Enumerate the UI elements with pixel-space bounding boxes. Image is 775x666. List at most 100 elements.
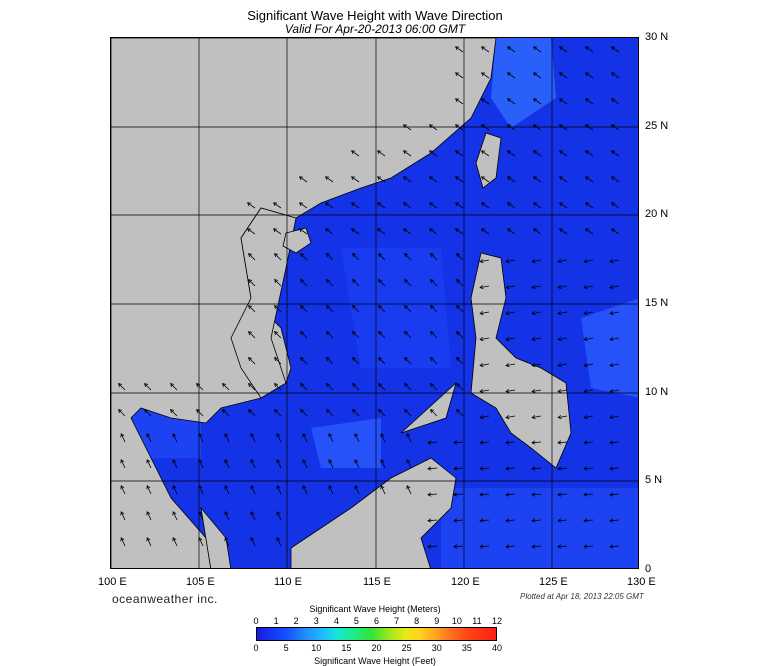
lon-label: 110 E: [274, 576, 302, 588]
wave-arrow: [222, 383, 230, 391]
wave-arrow: [506, 46, 516, 53]
wave-arrow: [350, 202, 360, 209]
wave-arrow: [430, 253, 438, 261]
wave-arrow: [144, 409, 152, 417]
wave-arrow: [250, 511, 256, 521]
wave-arrow: [610, 98, 620, 105]
wave-arrow: [532, 228, 542, 235]
wave-arrow: [558, 46, 568, 53]
wave-arrow: [480, 176, 490, 183]
wave-patch-light: [491, 38, 556, 128]
lat-label: 15 N: [645, 297, 669, 309]
wave-arrow: [402, 228, 412, 235]
wave-arrow: [298, 228, 308, 235]
wave-arrow: [324, 202, 334, 209]
land-malaysia: [200, 506, 232, 568]
wave-arrow: [274, 383, 282, 391]
wave-arrow: [609, 336, 620, 342]
wave-arrow: [532, 46, 542, 53]
wave-arrow: [352, 409, 360, 417]
feet-tick: 25: [401, 643, 412, 653]
wave-arrow: [276, 433, 282, 443]
wave-arrow: [146, 511, 152, 521]
wave-arrow: [378, 305, 386, 313]
wave-arrow: [506, 202, 516, 209]
wave-arrow: [454, 150, 464, 157]
wave-arrow: [404, 357, 412, 365]
wave-arrow: [427, 492, 438, 497]
wave-arrow: [326, 331, 334, 339]
wave-arrow: [430, 409, 438, 417]
meter-tick: 5: [353, 616, 359, 626]
wave-arrow: [430, 305, 438, 313]
wave-arrow: [300, 357, 308, 365]
wave-arrow: [479, 310, 490, 316]
wave-arrow: [404, 279, 412, 287]
wave-arrow: [272, 228, 282, 235]
wave-arrow: [479, 388, 490, 394]
wave-arrow: [272, 202, 282, 209]
wave-arrow: [402, 176, 412, 183]
wave-arrow: [146, 537, 152, 547]
wave-arrow: [584, 98, 594, 105]
wave-arrow: [172, 537, 178, 547]
wave-arrow: [456, 305, 464, 313]
wave-patch-light: [581, 298, 638, 398]
wave-arrow: [505, 492, 516, 497]
wave-arrow: [583, 310, 594, 316]
wave-arrow: [380, 433, 386, 443]
wave-arrow: [456, 409, 464, 417]
wave-arrow: [558, 72, 568, 79]
wave-arrow: [404, 305, 412, 313]
wave-arrow: [224, 459, 230, 469]
wave-arrow: [298, 202, 308, 209]
wave-arrow: [531, 466, 542, 471]
meter-tick: 0: [253, 616, 259, 626]
wave-arrow: [378, 409, 386, 417]
wave-arrow: [402, 150, 412, 157]
wave-arrow: [274, 253, 282, 261]
wave-arrow: [506, 124, 516, 131]
map-subtitle: Valid For Apr-20-2013 06:00 GMT: [284, 22, 466, 36]
wave-arrow: [404, 253, 412, 261]
wave-arrow: [428, 150, 438, 157]
lon-label: 115 E: [363, 576, 391, 588]
wave-arrow: [505, 258, 516, 264]
wave-arrow: [328, 433, 334, 443]
wave-arrow: [250, 433, 256, 443]
wave-arrow: [250, 459, 256, 469]
wave-arrow: [610, 202, 620, 209]
wave-arrow: [146, 433, 152, 443]
wave-arrow: [120, 459, 126, 469]
plotted-timestamp: Plotted at Apr 18, 2013 22:05 GMT: [520, 592, 644, 601]
wave-arrow: [479, 440, 490, 445]
wave-arrow: [248, 383, 256, 391]
wave-arrow: [558, 150, 568, 157]
wave-arrow: [505, 414, 516, 420]
wave-arrow: [506, 72, 516, 79]
wave-map-canvas: [111, 38, 638, 568]
wave-arrow: [531, 518, 542, 523]
wave-arrow: [118, 409, 126, 417]
land-mainland-asia: [111, 38, 497, 568]
wave-arrow: [404, 383, 412, 391]
wave-arrow: [479, 466, 490, 471]
brand-logo-text: oceanweather inc.: [112, 592, 218, 606]
wave-arrow: [118, 383, 126, 391]
wave-arrow: [479, 258, 490, 264]
wave-arrow: [479, 362, 490, 368]
wave-arrow: [506, 228, 516, 235]
wave-arrow: [430, 357, 438, 365]
wave-arrow: [274, 409, 282, 417]
wave-arrow: [276, 459, 282, 469]
wave-patch-light: [311, 418, 381, 468]
wave-arrow: [172, 511, 178, 521]
wave-arrow: [430, 331, 438, 339]
map-title: Significant Wave Height with Wave Direct…: [247, 8, 503, 23]
wave-arrow: [120, 511, 126, 521]
wave-arrow: [609, 310, 620, 316]
wave-arrow: [557, 544, 568, 549]
wave-arrow: [557, 310, 568, 316]
land-borneo: [290, 457, 457, 568]
wave-arrow: [453, 518, 464, 523]
